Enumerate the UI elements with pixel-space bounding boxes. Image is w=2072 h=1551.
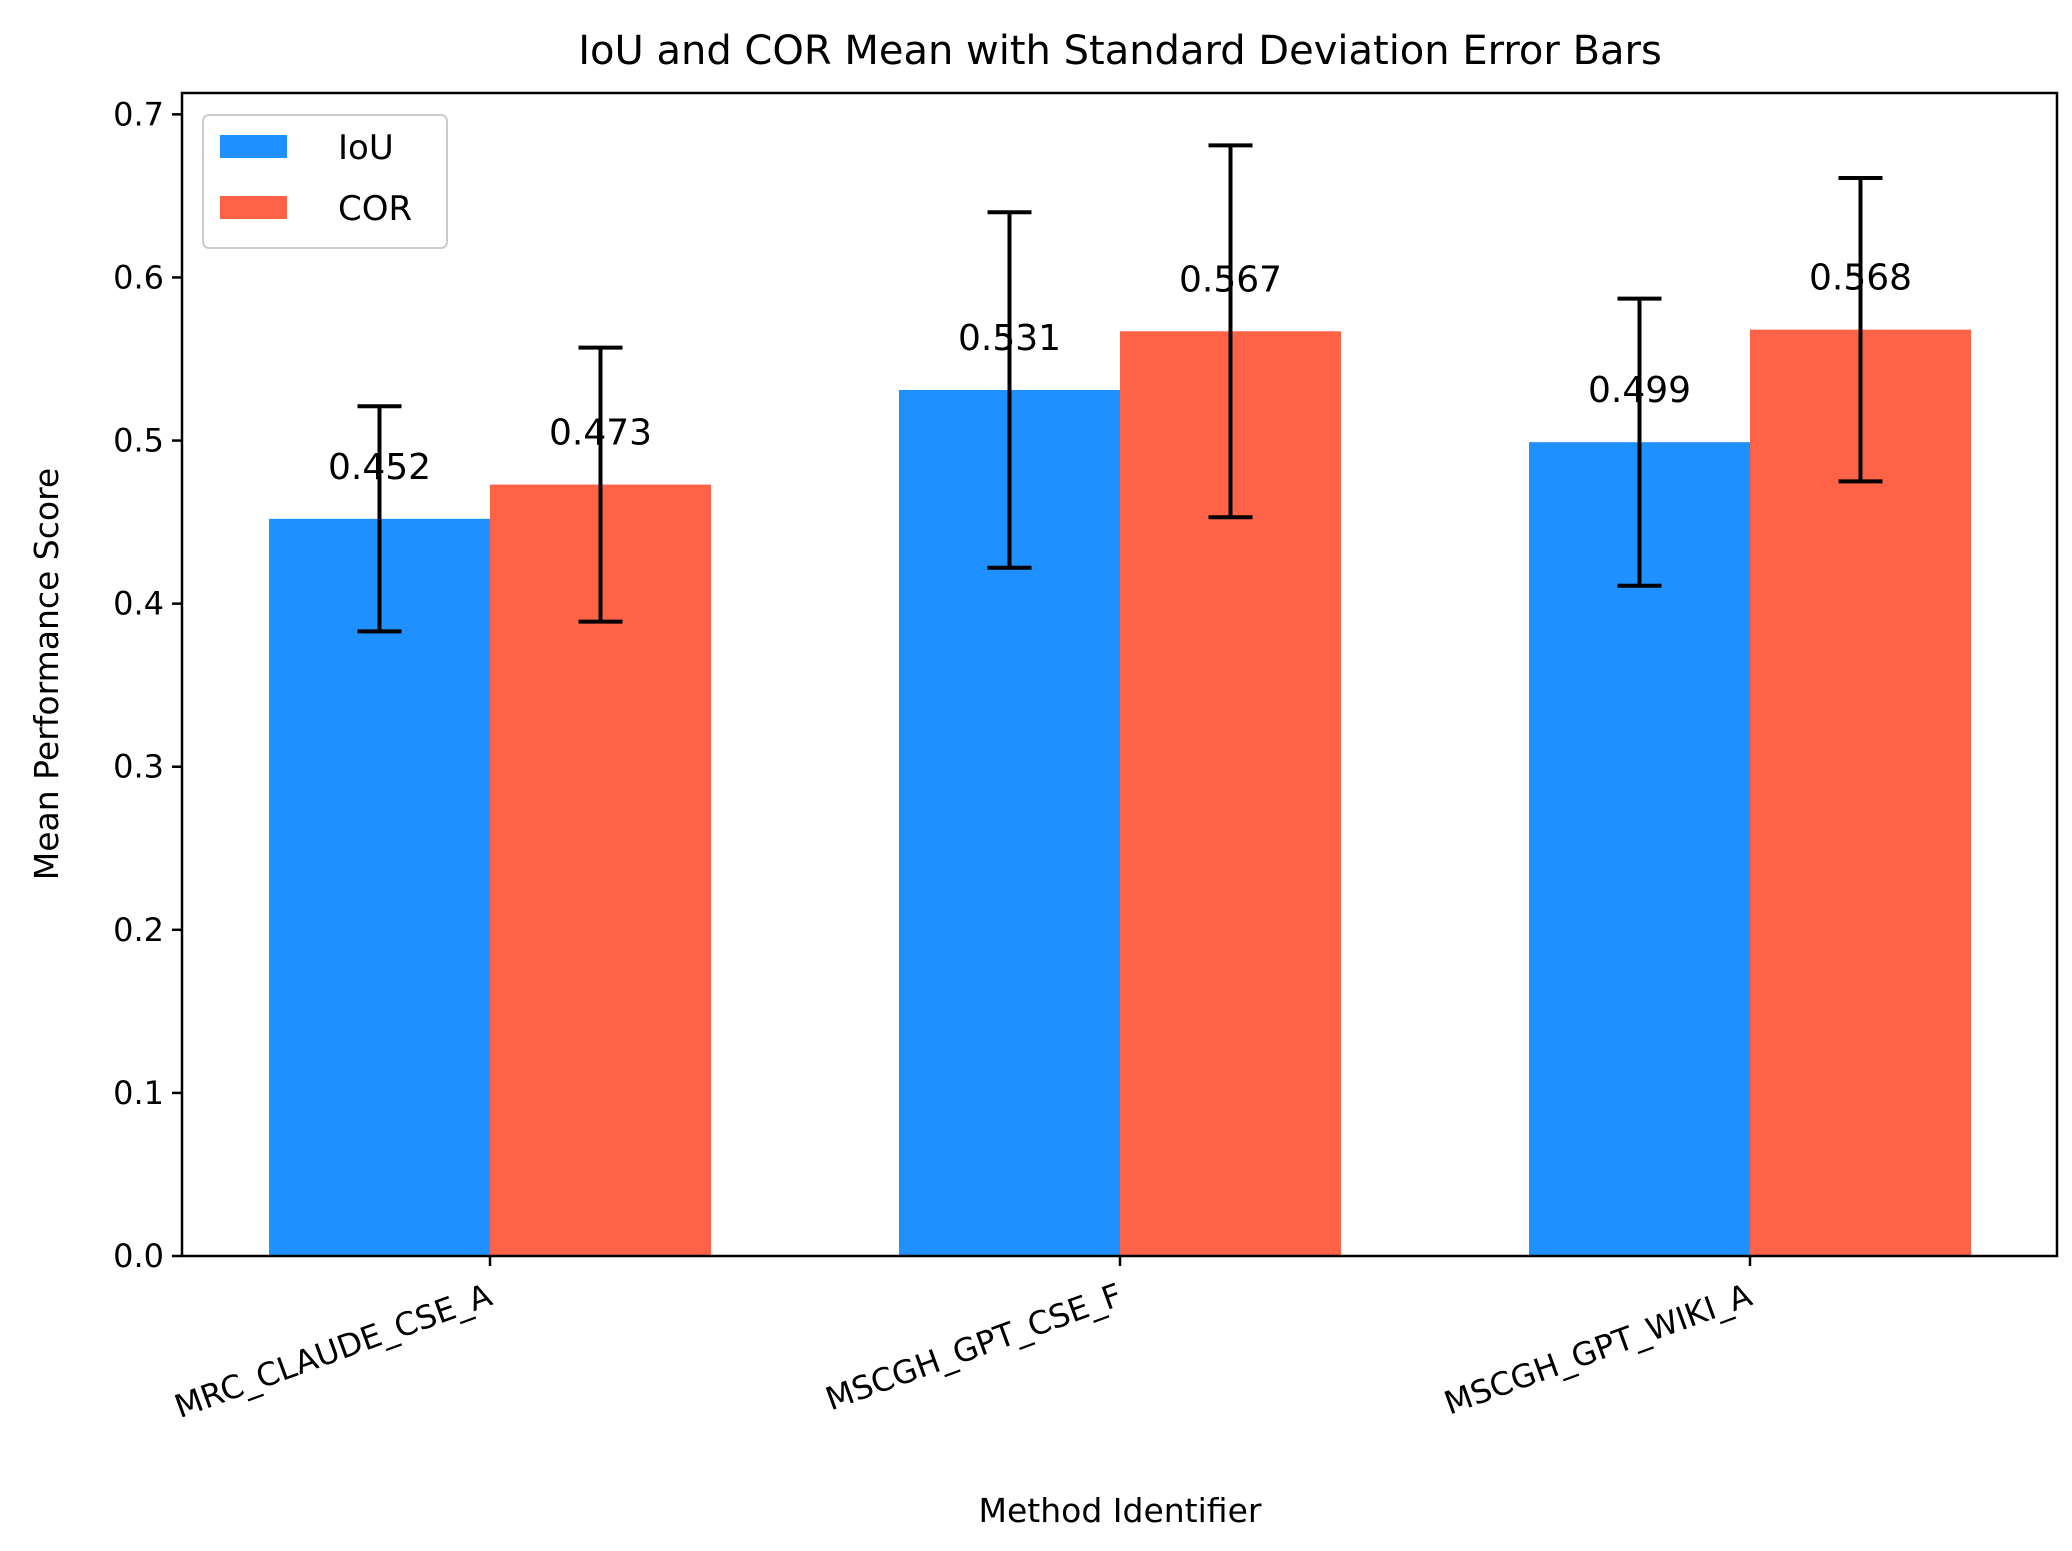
error-bar-cor-3 xyxy=(1838,175,1883,484)
bar-cor-3 xyxy=(1750,329,1971,1256)
legend-swatch-iou xyxy=(220,135,287,158)
y-tick-label-5: 0.5 xyxy=(113,422,164,460)
x-axis: MRC_CLAUDE_CSE_A MSCGH_GPT_CSE_F MSCGH_GPT… xyxy=(169,1256,1757,1426)
y-axis-label: Mean Performance Score xyxy=(27,468,66,880)
error-bar-cor-1 xyxy=(578,345,623,624)
y-tick-label-2: 0.2 xyxy=(113,911,164,949)
data-label-iou-1: 0.452 xyxy=(328,447,431,488)
chart-title: IoU and COR Mean with Standard Deviation… xyxy=(578,28,1662,74)
data-label-cor-2: 0.567 xyxy=(1179,259,1282,300)
error-bar-iou-3 xyxy=(1617,296,1662,588)
legend-swatch-cor xyxy=(220,196,287,219)
y-tick-label-4: 0.4 xyxy=(113,585,164,623)
error-bars-layer xyxy=(357,143,1883,634)
legend-label-cor: COR xyxy=(338,189,412,229)
data-label-iou-2: 0.531 xyxy=(958,318,1061,359)
error-bar-iou-1 xyxy=(357,404,402,634)
x-tick-label-1: MSCGH_GPT_CSE_F xyxy=(821,1276,1127,1418)
data-labels-layer: 0.452 0.531 0.499 0.473 0.567 0.568 xyxy=(328,258,1912,488)
y-axis: 0.0 0.1 0.2 0.3 0.4 0.5 0.6 0.7 xyxy=(113,95,182,1275)
x-tick-label-2: MSCGH_GPT_WIKI_A xyxy=(1439,1276,1757,1423)
y-tick-label-0: 0.0 xyxy=(113,1237,164,1275)
error-bar-cor-2 xyxy=(1208,143,1253,520)
bars-layer xyxy=(269,329,1971,1257)
legend-label-iou: IoU xyxy=(338,128,394,168)
data-label-cor-3: 0.568 xyxy=(1809,258,1912,299)
y-tick-label-3: 0.3 xyxy=(113,748,164,786)
y-tick-label-1: 0.1 xyxy=(113,1074,164,1112)
error-bar-iou-2 xyxy=(987,210,1032,570)
data-label-cor-1: 0.473 xyxy=(549,413,652,454)
bar-iou-1 xyxy=(269,518,490,1256)
x-tick-label-0: MRC_CLAUDE_CSE_A xyxy=(169,1276,496,1426)
x-axis-label: Method Identifier xyxy=(979,1491,1262,1530)
legend: IoU COR xyxy=(202,114,448,249)
y-tick-label-7: 0.7 xyxy=(113,95,164,133)
data-label-iou-3: 0.499 xyxy=(1588,370,1691,411)
y-tick-label-6: 0.6 xyxy=(113,258,164,296)
